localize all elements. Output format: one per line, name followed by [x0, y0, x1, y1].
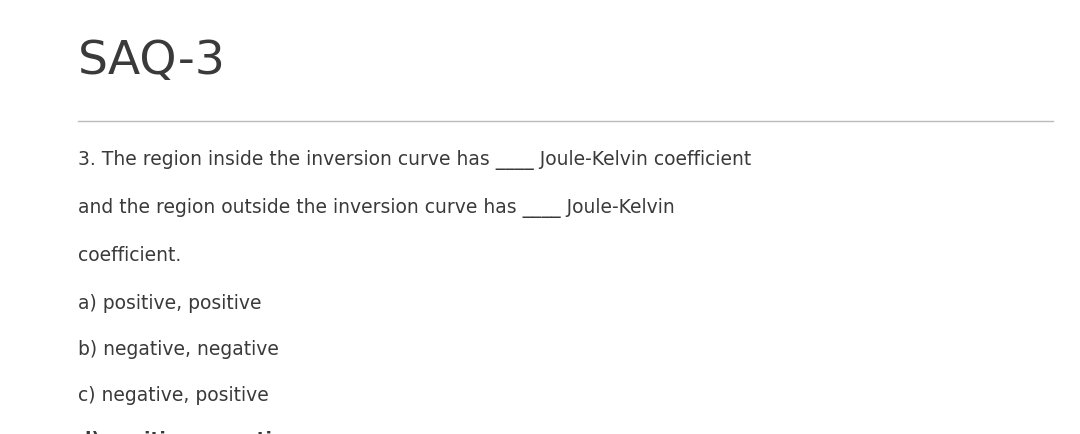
- Text: coefficient.: coefficient.: [78, 245, 181, 264]
- Text: SAQ-3: SAQ-3: [78, 39, 226, 84]
- Text: a) positive, positive: a) positive, positive: [78, 293, 261, 312]
- Text: c) negative, positive: c) negative, positive: [78, 385, 269, 404]
- Text: 3. The region inside the inversion curve has ____ Joule-Kelvin coefficient: 3. The region inside the inversion curve…: [78, 150, 751, 170]
- Text: d) positive, negative: d) positive, negative: [78, 430, 297, 434]
- Text: b) negative, negative: b) negative, negative: [78, 339, 279, 358]
- Text: and the region outside the inversion curve has ____ Joule-Kelvin: and the region outside the inversion cur…: [78, 197, 675, 217]
